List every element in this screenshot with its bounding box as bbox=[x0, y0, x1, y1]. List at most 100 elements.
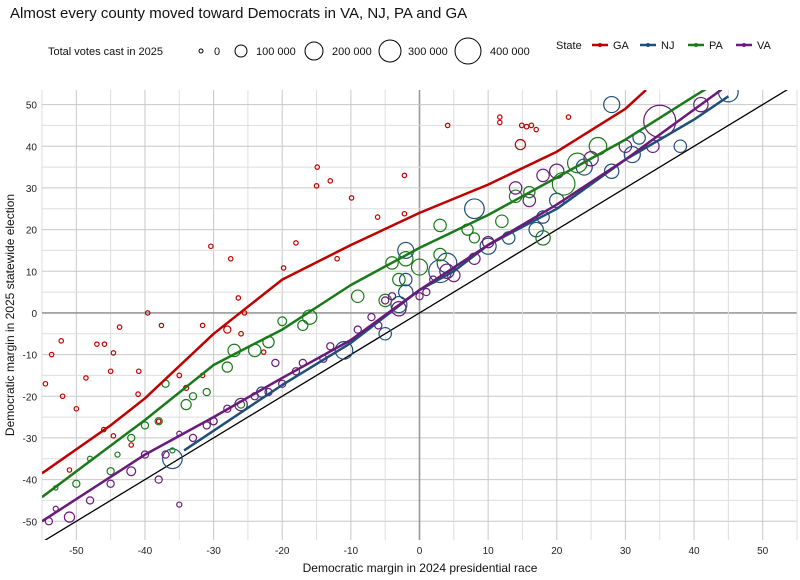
point-ga bbox=[110, 433, 117, 439]
point-ga bbox=[565, 114, 572, 120]
size-legend-label-200k: 200 000 bbox=[332, 46, 372, 58]
point-pa bbox=[154, 417, 163, 426]
point-va bbox=[85, 496, 95, 505]
legend-label-ga: GA bbox=[613, 40, 630, 52]
y-tick-label: -40 bbox=[23, 476, 38, 487]
point-pa bbox=[566, 152, 588, 174]
size-legend: Total votes cast in 2025 0 100 000 200 0… bbox=[48, 37, 530, 65]
point-pa bbox=[350, 289, 365, 304]
y-tick-label: -50 bbox=[23, 517, 38, 528]
point-va bbox=[522, 193, 537, 208]
point-pa bbox=[535, 230, 551, 246]
point-nj bbox=[673, 139, 688, 154]
point-ga bbox=[101, 341, 108, 347]
point-nj bbox=[398, 272, 413, 287]
point-ga bbox=[94, 341, 100, 347]
point-ga bbox=[334, 255, 340, 262]
point-pa bbox=[169, 447, 176, 454]
point-ga bbox=[48, 351, 55, 358]
point-ga bbox=[528, 122, 535, 129]
point-ga bbox=[59, 393, 66, 400]
point-nj bbox=[479, 237, 497, 255]
point-va bbox=[326, 342, 335, 351]
y-axis-title: Democratic margin in 2025 statewide elec… bbox=[3, 194, 17, 436]
point-ga bbox=[348, 195, 355, 201]
point-ga bbox=[238, 330, 244, 337]
y-tick-label: -10 bbox=[23, 351, 38, 362]
point-ga bbox=[158, 322, 165, 329]
x-tick-label: -10 bbox=[344, 546, 359, 557]
x-axis-title: Democratic margin in 2024 presidential r… bbox=[303, 561, 538, 575]
point-va bbox=[161, 450, 170, 459]
point-ga bbox=[497, 119, 503, 126]
point-va bbox=[140, 450, 150, 459]
x-tick-label: 20 bbox=[551, 546, 563, 557]
x-tick-label: -40 bbox=[138, 546, 153, 557]
point-va bbox=[583, 150, 599, 167]
point-va bbox=[536, 168, 550, 183]
reference-line-y-equals-x bbox=[44, 90, 788, 540]
point-pa bbox=[72, 479, 81, 488]
point-ga bbox=[313, 183, 320, 189]
x-tick-label: 40 bbox=[688, 546, 700, 557]
size-legend-label-300k: 300 000 bbox=[408, 46, 448, 58]
size-legend-label-0: 0 bbox=[214, 46, 220, 58]
point-pa bbox=[106, 467, 115, 476]
legend-key-dot-pa bbox=[694, 43, 698, 47]
trend-line-pa bbox=[42, 90, 707, 499]
trend-line-va bbox=[42, 90, 723, 523]
point-pa bbox=[114, 451, 121, 458]
point-ga bbox=[135, 391, 141, 398]
y-tick-label: 0 bbox=[31, 309, 37, 320]
size-legend-circle-300k bbox=[378, 39, 402, 63]
x-tick-label: -30 bbox=[206, 546, 221, 557]
point-ga bbox=[235, 295, 242, 301]
size-legend-circle-0 bbox=[198, 48, 204, 54]
point-ga bbox=[128, 442, 135, 448]
point-ga bbox=[73, 405, 80, 412]
point-va bbox=[154, 475, 163, 484]
point-pa bbox=[410, 258, 429, 276]
point-pa bbox=[140, 421, 150, 430]
point-pa bbox=[392, 272, 406, 287]
point-va bbox=[63, 511, 76, 523]
point-ga bbox=[155, 418, 162, 425]
point-va bbox=[693, 96, 709, 113]
legend-label-pa: PA bbox=[709, 40, 724, 52]
point-va bbox=[271, 358, 280, 368]
point-ga bbox=[116, 324, 123, 330]
x-tick-label: 30 bbox=[620, 546, 632, 557]
size-legend-label-100k: 100 000 bbox=[256, 46, 296, 58]
point-va bbox=[387, 292, 397, 301]
trend-line-ga bbox=[42, 90, 647, 475]
point-ga bbox=[314, 164, 321, 170]
size-legend-title: Total votes cast in 2025 bbox=[48, 46, 163, 58]
x-tick-label: 0 bbox=[417, 546, 423, 557]
point-ga bbox=[83, 375, 89, 381]
point-va bbox=[188, 433, 198, 443]
x-tick-label: -50 bbox=[69, 546, 84, 557]
point-ga bbox=[227, 255, 234, 262]
point-ga bbox=[444, 122, 451, 129]
point-ga bbox=[293, 240, 299, 246]
x-tick-label: 10 bbox=[483, 546, 495, 557]
point-pa bbox=[202, 387, 211, 397]
size-legend-circle-400k bbox=[454, 37, 482, 65]
y-tick-label: 40 bbox=[26, 142, 38, 153]
point-va bbox=[106, 479, 115, 488]
chart-title: Almost every county moved toward Democra… bbox=[10, 5, 467, 22]
point-ga bbox=[66, 467, 73, 473]
point-ga bbox=[223, 325, 232, 334]
point-nj bbox=[603, 163, 620, 180]
point-nj bbox=[390, 295, 408, 314]
point-ga bbox=[374, 214, 381, 220]
point-pa bbox=[277, 316, 288, 327]
point-ga bbox=[176, 372, 183, 379]
y-tick-label: 10 bbox=[26, 267, 38, 278]
point-ga bbox=[58, 338, 65, 344]
point-pa bbox=[523, 185, 536, 199]
point-ga bbox=[280, 265, 287, 271]
y-tick-label: -20 bbox=[23, 392, 38, 403]
point-ga bbox=[135, 368, 142, 375]
y-tick-label: 50 bbox=[26, 101, 38, 112]
